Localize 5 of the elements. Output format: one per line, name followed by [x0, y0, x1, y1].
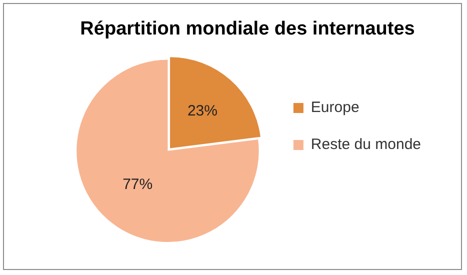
- data-label: 77%: [122, 176, 153, 194]
- legend-label: Europe: [310, 99, 360, 116]
- data-label: 23%: [187, 102, 218, 120]
- legend-label: Reste du monde: [310, 136, 422, 154]
- chart-title: Répartition mondiale des internautes: [80, 18, 415, 40]
